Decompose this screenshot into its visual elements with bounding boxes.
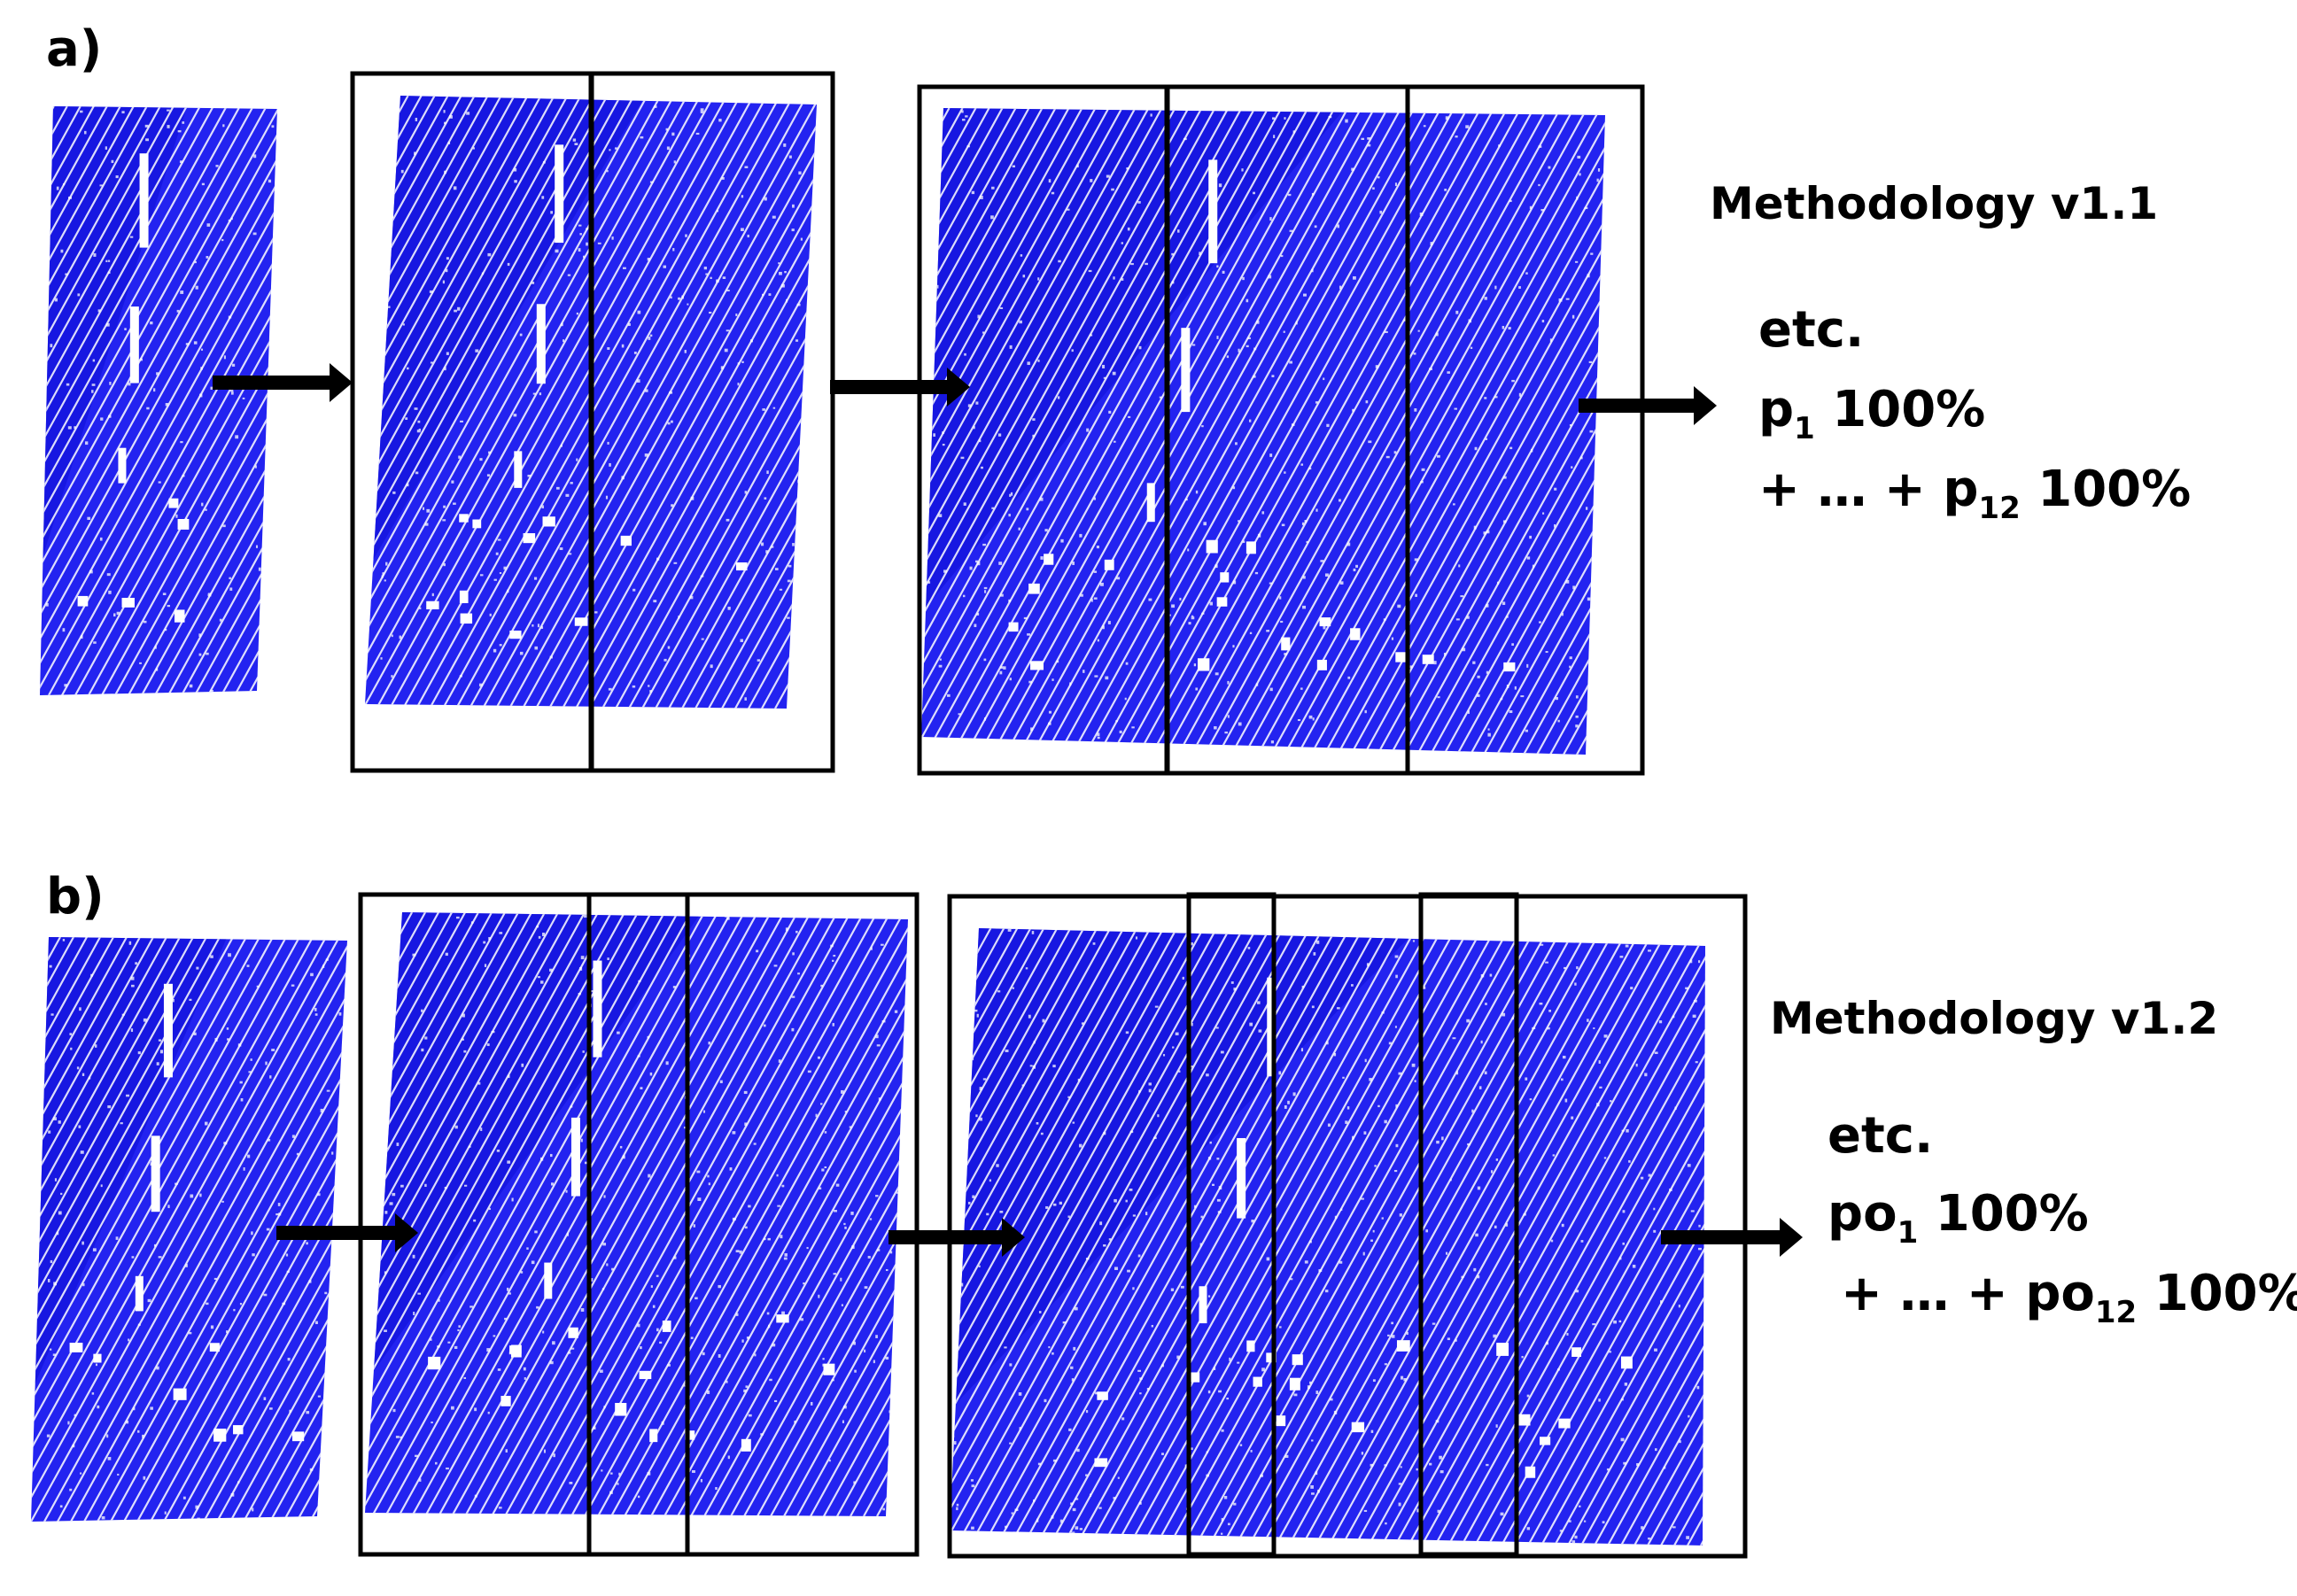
panel-b-methodology: Methodology v1.2 (1770, 993, 2219, 1044)
panel-b-line2-suffix: 100% (2137, 1265, 2297, 1322)
lane-markings (426, 144, 748, 639)
panel-b-line1-sub: 1 (1897, 1215, 1919, 1251)
panel-a-methodology: Methodology v1.1 (1710, 178, 2159, 229)
scan-lines (365, 96, 817, 709)
speckle (950, 928, 1702, 1546)
dense-region (31, 937, 228, 1393)
panel-a-label: a) (46, 20, 103, 78)
lane-markings (428, 960, 835, 1452)
panel-b-label: b) (46, 868, 105, 926)
panel-b-line2-sub: 12 (2094, 1295, 2138, 1330)
lane-markings (69, 983, 305, 1442)
lane-markings (77, 153, 190, 623)
panel-b-frame-3-overlap-2 (1418, 892, 1519, 1557)
panel-a-formula-line1: p1 100% (1758, 385, 1985, 445)
panel-a-line2-suffix: 100% (2020, 461, 2192, 518)
dense-region (365, 912, 702, 1383)
panel-b-arrow-2 (889, 1218, 1025, 1257)
panel-b-line1-suffix: 100% (1918, 1185, 2089, 1243)
panel-a-line2-sub: 12 (1978, 491, 2021, 526)
panel-a-arrow-1 (213, 363, 353, 402)
lane-markings (1008, 159, 1516, 672)
panel-b-line1-prefix: po (1828, 1185, 1897, 1243)
speckle (41, 109, 276, 693)
panel-b-frame-2-overlap (586, 892, 690, 1557)
panel-a-formula-line2: + … + p12 100% (1758, 465, 2191, 524)
panel-b-formula-line1: po1 100% (1828, 1189, 2089, 1249)
panel-b-frame-3-overlap-1 (1186, 892, 1277, 1557)
panel-a-arrow-3 (1579, 386, 1717, 425)
dense-region (950, 928, 1418, 1410)
panel-b-arrow-3 (1661, 1218, 1803, 1257)
panel-a-line1-sub: 1 (1794, 411, 1815, 446)
panel-a-etc: etc. (1758, 301, 1865, 359)
panel-b-etc: etc. (1828, 1107, 1934, 1165)
panel-b-arrow-1 (276, 1213, 418, 1252)
panel-a-arrow-2 (830, 368, 970, 407)
panel-b-frame-3 (947, 894, 1748, 1559)
lane-markings (1094, 977, 1633, 1478)
speckle (365, 914, 908, 1516)
panel-a-line2-prefix: + … + p (1758, 461, 1979, 518)
panel-b-line2-prefix: + … + po (1841, 1265, 2095, 1322)
panel-a-line1-prefix: p (1758, 381, 1795, 438)
panel-a-frame-3-right (1405, 84, 1645, 776)
panel-b-formula-line2: + … + po12 100% (1841, 1269, 2297, 1329)
panel-a-line1-suffix: 100% (1814, 381, 1986, 438)
panel-a-frame-2-right (588, 71, 835, 773)
